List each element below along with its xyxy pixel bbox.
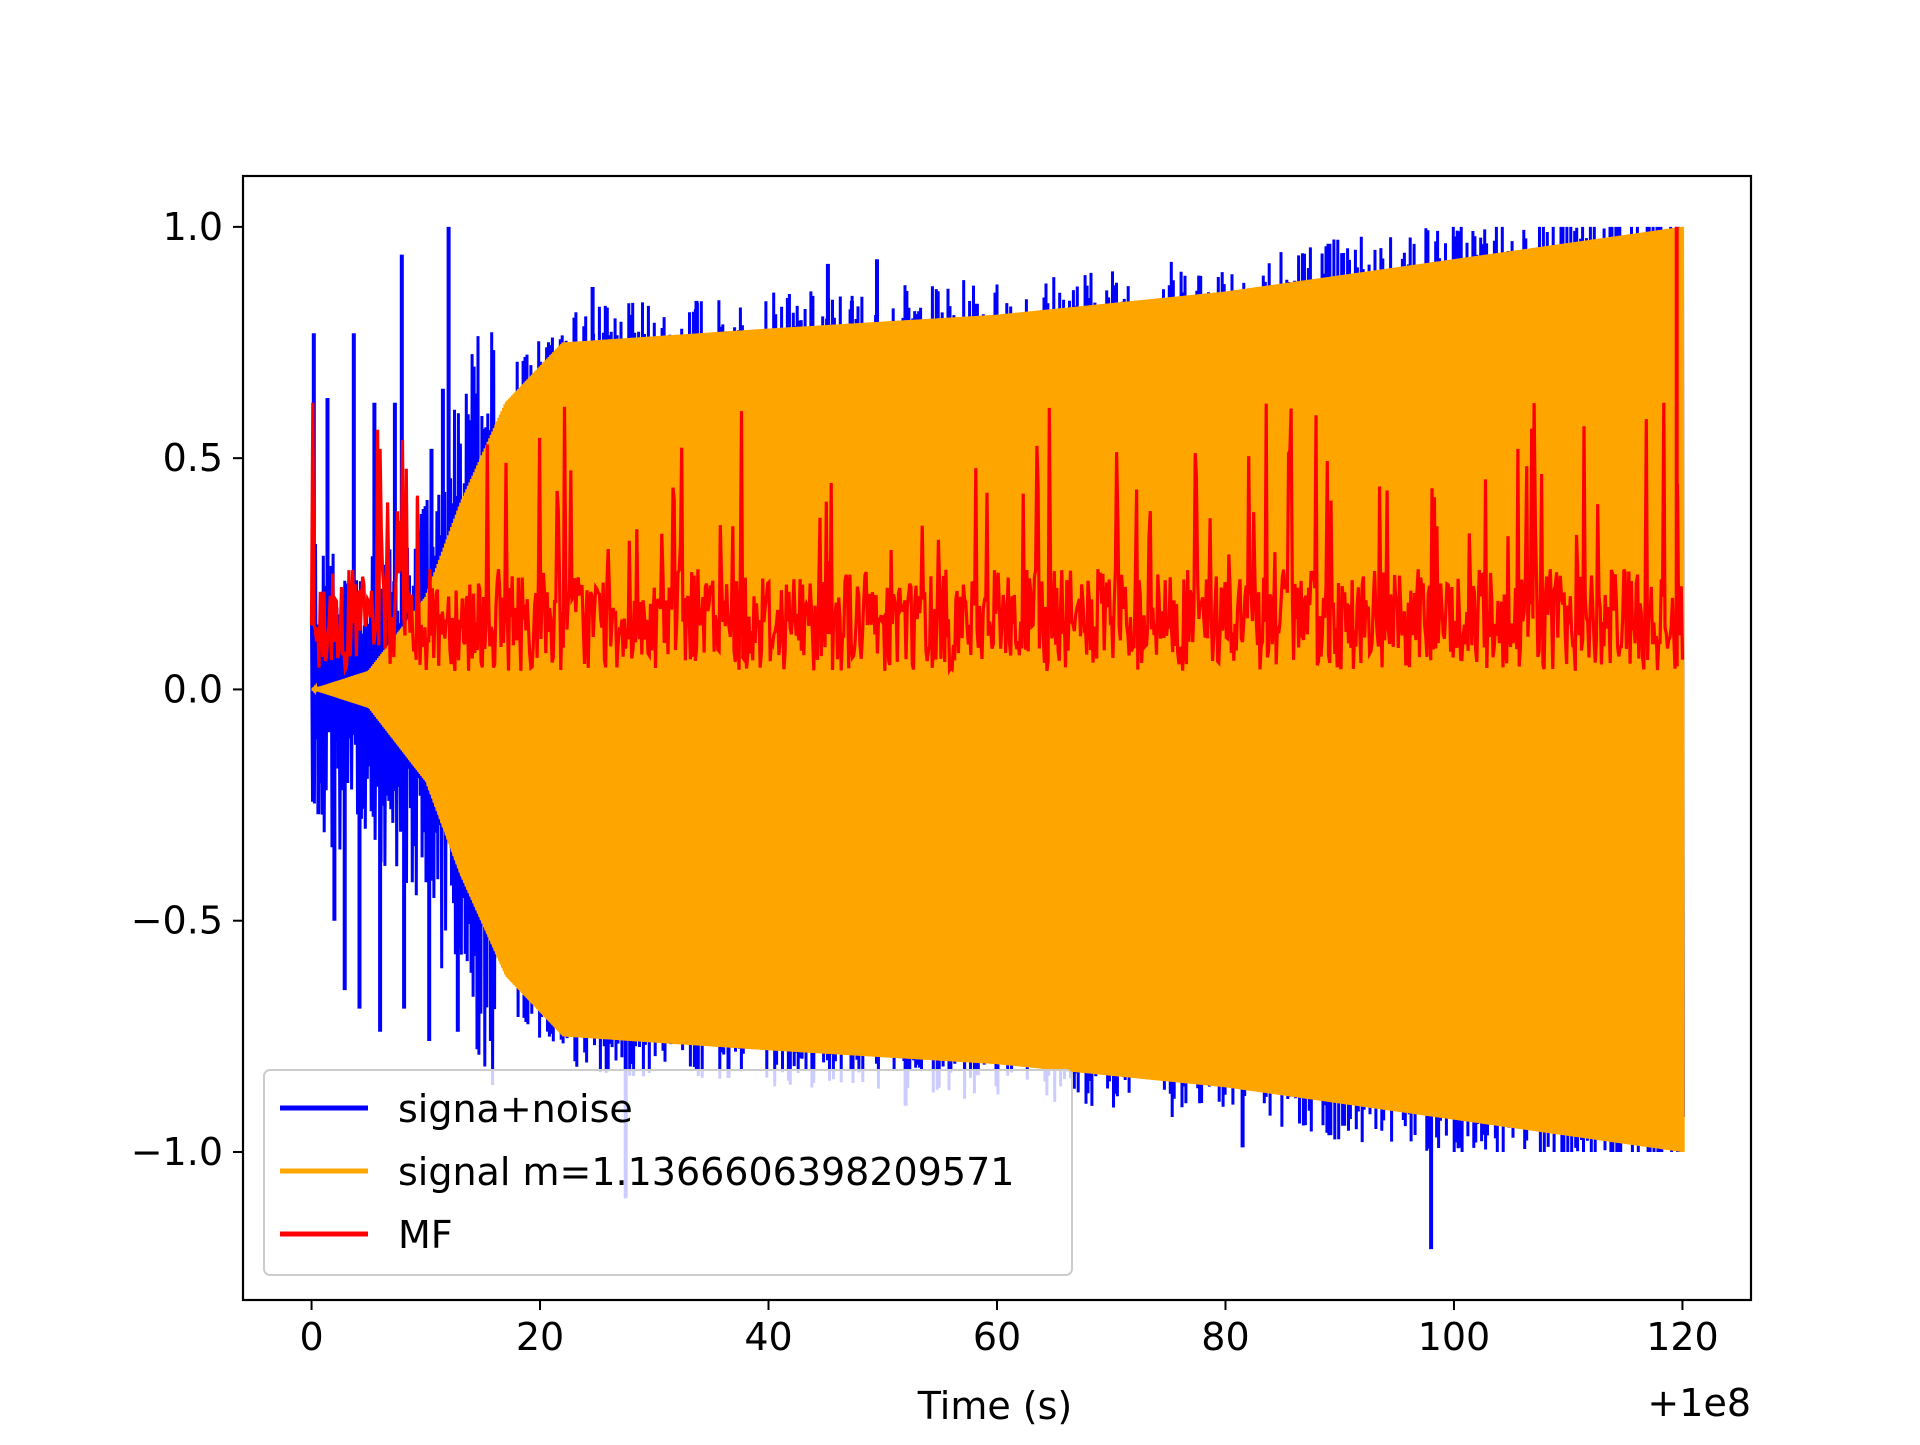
ticks-layer: 0 20 40 60 80 100 120 1.0 0.5 0.0 −0.5 −1.0 [131,205,1719,1359]
y-tick-label: 0.5 [163,436,223,480]
mf-line [309,402,1685,676]
x-tick-label: 80 [1201,1315,1249,1359]
x-tick-label: 60 [973,1315,1021,1359]
series-layer [309,226,1685,1250]
legend-label-signal: signal m=1.1366606398209571 [398,1150,1014,1194]
legend: signa+noise signal m=1.1366606398209571 … [263,1069,1073,1276]
series-mf [309,226,1685,676]
x-tick-label: 100 [1418,1315,1491,1359]
legend-label-signal-noise: signa+noise [398,1087,633,1131]
y-tick-label: 1.0 [163,205,223,249]
x-tick-label: 40 [744,1315,792,1359]
y-tick-label: −0.5 [131,899,223,943]
x-tick-label: 20 [516,1315,564,1359]
legend-box [263,1069,1073,1276]
x-tick-label: 0 [299,1315,323,1359]
legend-label-mf: MF [398,1213,453,1257]
x-axis-offset-label: +1e8 [1647,1381,1751,1425]
x-axis-label: Time (s) [917,1384,1073,1428]
y-tick-label: 0.0 [163,667,223,711]
y-tick-label: −1.0 [131,1130,223,1174]
signal-envelope [311,226,1683,1152]
x-tick-label: 120 [1646,1315,1719,1359]
